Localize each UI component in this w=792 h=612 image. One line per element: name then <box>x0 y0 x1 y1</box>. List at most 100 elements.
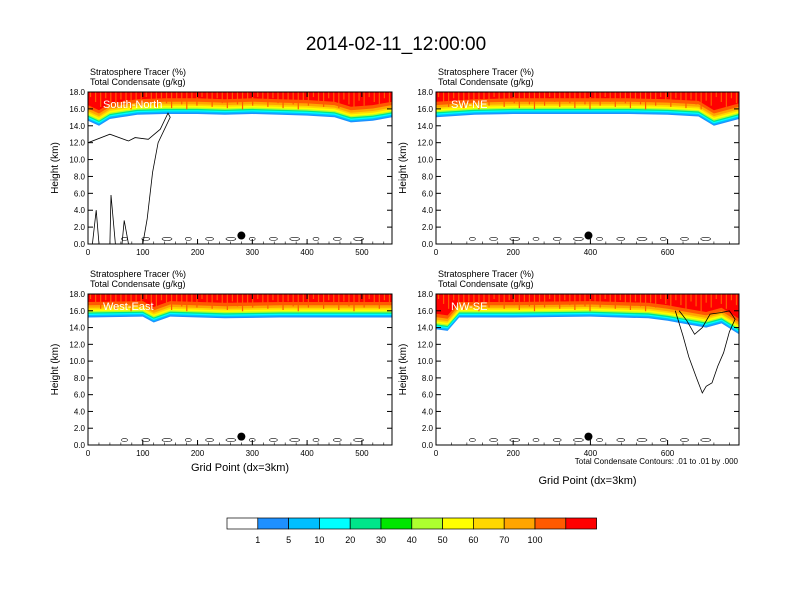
x-tick-label: 100 <box>136 449 150 458</box>
condensate-contour <box>185 236 192 241</box>
y-tick-label: 8.0 <box>74 172 86 181</box>
condensate-contour <box>161 236 173 241</box>
colorbar-box <box>380 517 413 530</box>
colorbar-label: 1 <box>255 535 260 545</box>
y-tick-label: 0.0 <box>74 240 86 249</box>
panel-label: West-East <box>103 301 154 313</box>
condensate-contour <box>121 438 128 442</box>
y-tick-label: 2.0 <box>422 223 434 232</box>
header-line-2: Total Condensate (g/kg) <box>438 279 534 289</box>
colorbar-label: 5 <box>286 535 291 545</box>
condensate-contour <box>205 438 214 442</box>
condensate-contour <box>489 236 498 241</box>
x-tick-label: 0 <box>434 449 439 458</box>
tracer-band-10 <box>88 294 392 307</box>
condensate-contour <box>680 236 689 241</box>
condensate-contour <box>289 236 301 241</box>
colorbar-label: 10 <box>314 535 324 545</box>
y-tick-label: 8.0 <box>74 374 86 383</box>
condensate-contour <box>616 236 626 241</box>
condensate-contour <box>700 236 712 241</box>
condensate-contour <box>332 438 342 442</box>
header-line-2: Total Condensate (g/kg) <box>90 279 186 289</box>
condensate-contour-deep <box>674 310 736 394</box>
plot-area <box>88 294 392 442</box>
colorbar-box <box>319 517 351 530</box>
colorbar-box <box>226 517 259 530</box>
header-line-1: Stratosphere Tracer (%) <box>438 67 534 77</box>
colorbar-box <box>442 517 474 530</box>
y-tick-label: 12.0 <box>69 139 85 148</box>
y-tick-label: 2.0 <box>74 424 86 433</box>
condensate-contour <box>353 438 364 442</box>
condensate-contour <box>573 438 584 442</box>
plot-area <box>88 92 392 244</box>
panel-label: SW-NE <box>451 99 487 111</box>
header-line-1: Stratosphere Tracer (%) <box>90 67 186 77</box>
plot-frame <box>435 293 740 446</box>
condensate-contour <box>312 236 320 241</box>
y-tick-label: 4.0 <box>74 206 86 215</box>
colorbar-label: 60 <box>468 535 478 545</box>
tracer-band-10 <box>436 294 739 319</box>
y-tick-label: 4.0 <box>422 206 434 215</box>
y-tick-label: 8.0 <box>422 374 434 383</box>
x-tick-label: 500 <box>355 449 369 458</box>
condensate-contour <box>552 236 562 241</box>
condensate-contour <box>161 438 173 442</box>
x-tick-label: 0 <box>86 449 91 458</box>
x-tick-label: 100 <box>136 248 150 257</box>
y-tick-label: 0.0 <box>422 441 434 450</box>
y-tick-label: 12.0 <box>417 340 433 349</box>
y-tick-label: 18.0 <box>69 88 85 97</box>
x-axis-label: Grid Point (dx=3km) <box>538 475 636 487</box>
y-tick-label: 14.0 <box>417 122 433 131</box>
y-tick-label: 10.0 <box>417 357 433 366</box>
y-axis-label: Height (km) <box>398 344 409 396</box>
x-tick-label: 200 <box>191 248 205 257</box>
location-marker <box>237 432 246 441</box>
plot-frame <box>87 293 393 446</box>
x-tick-label: 200 <box>191 449 205 458</box>
condensate-contour <box>532 236 540 241</box>
y-tick-label: 18.0 <box>417 290 433 299</box>
y-tick-label: 18.0 <box>69 290 85 299</box>
y-tick-label: 6.0 <box>74 189 86 198</box>
plot-frame <box>87 91 393 245</box>
condensate-contour <box>269 438 278 442</box>
condensate-contour <box>332 236 342 241</box>
condensate-contour <box>185 438 192 442</box>
y-axis-label: Height (km) <box>50 142 61 194</box>
condensate-contour <box>596 236 603 241</box>
x-tick-label: 600 <box>661 248 675 257</box>
x-tick-label: 300 <box>246 449 260 458</box>
tracer-band-10 <box>88 92 392 111</box>
y-tick-label: 6.0 <box>74 391 86 400</box>
panel-1: South-North Stratosphere Tracer (%)Total … <box>50 67 393 257</box>
x-tick-label: 0 <box>86 248 91 257</box>
x-tick-label: 300 <box>246 248 260 257</box>
condensate-contour <box>532 438 540 442</box>
condensate-contour <box>616 438 626 442</box>
location-marker <box>584 432 593 441</box>
colorbar-label: 50 <box>438 535 448 545</box>
condensate-contour <box>469 236 476 241</box>
y-tick-label: 12.0 <box>417 139 433 148</box>
colorbar-box <box>473 517 505 530</box>
colorbar-box <box>565 517 597 530</box>
condensate-contour <box>141 438 151 442</box>
y-tick-label: 16.0 <box>417 105 433 114</box>
condensate-contour <box>269 236 278 241</box>
condensate-contour <box>225 438 237 442</box>
condensate-contour <box>659 438 667 442</box>
x-tick-label: 500 <box>355 248 369 257</box>
x-axis-label: Grid Point (dx=3km) <box>191 462 289 474</box>
y-tick-label: 4.0 <box>422 407 434 416</box>
y-tick-label: 10.0 <box>417 156 433 165</box>
x-tick-label: 400 <box>300 248 314 257</box>
plot-area <box>436 92 739 241</box>
panel-3: West-East Stratosphere Tracer (%)Total Co… <box>50 269 393 474</box>
y-tick-label: 2.0 <box>74 223 86 232</box>
tracer-band-10 <box>436 92 739 111</box>
